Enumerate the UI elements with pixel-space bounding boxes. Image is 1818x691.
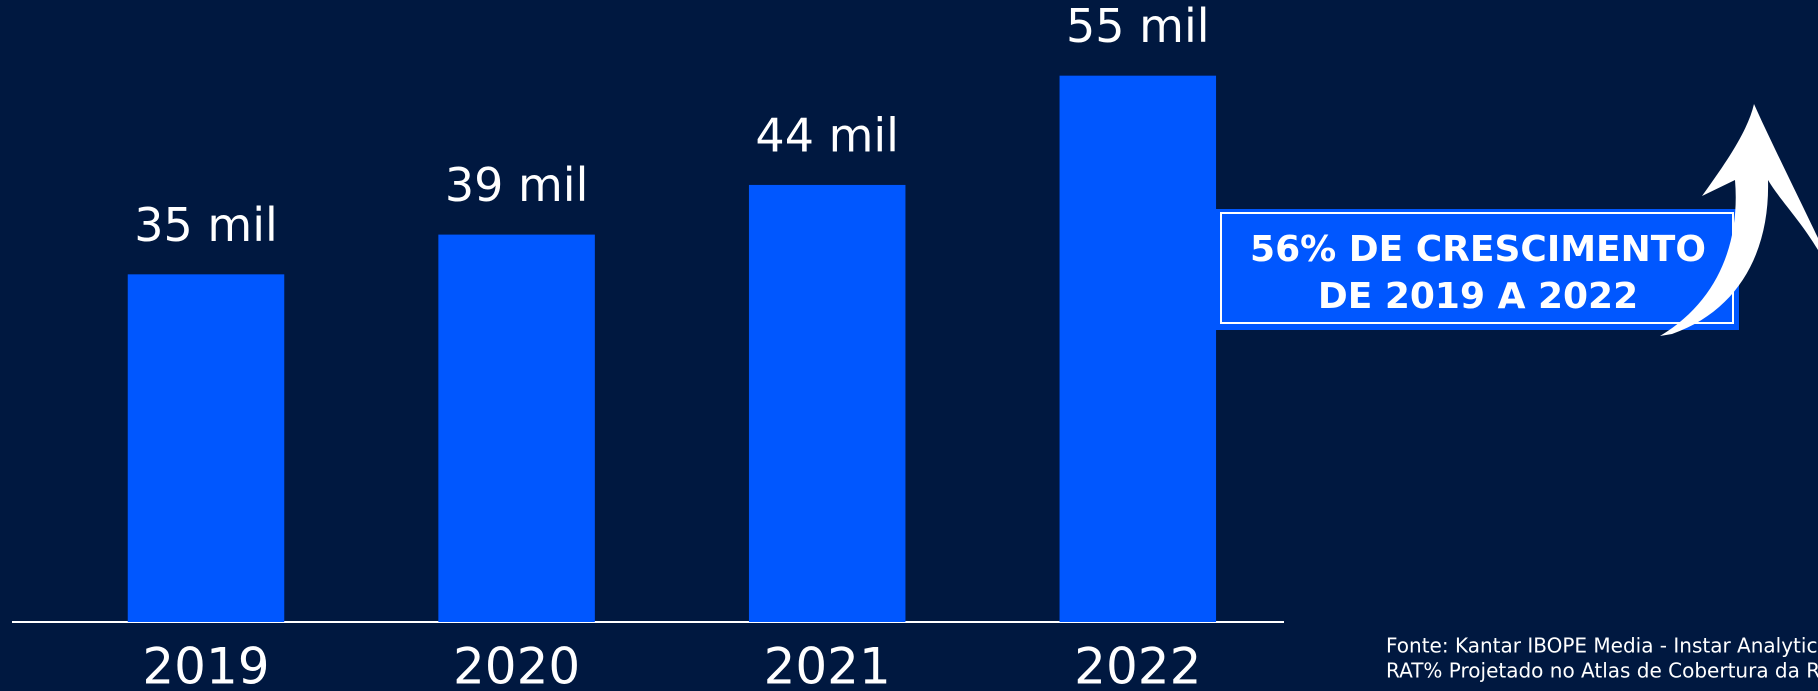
bar	[127, 274, 285, 622]
annotation-band	[1215, 209, 1739, 330]
value-label: 44 mil	[755, 108, 899, 162]
annotation-line: 56% DE CRESCIMENTO	[1250, 229, 1706, 270]
bar	[438, 234, 595, 622]
value-label: 55 mil	[1066, 0, 1210, 53]
source-note: Fonte: Kantar IBOPE Media - Instar Analy…	[1386, 634, 1818, 658]
bar	[748, 184, 906, 622]
source-note: RAT% Projetado no Atlas de Cobertura da …	[1386, 659, 1818, 683]
value-label: 35 mil	[134, 198, 278, 252]
x-tick-label: 2019	[142, 638, 269, 691]
x-tick-label: 2021	[764, 638, 891, 691]
arrow	[1660, 104, 1818, 336]
x-tick-label: 2020	[453, 638, 580, 691]
bar	[1059, 75, 1217, 622]
x-tick-label: 2022	[1074, 638, 1201, 691]
value-label: 39 mil	[445, 158, 589, 212]
annotation-line: DE 2019 A 2022	[1318, 276, 1638, 317]
